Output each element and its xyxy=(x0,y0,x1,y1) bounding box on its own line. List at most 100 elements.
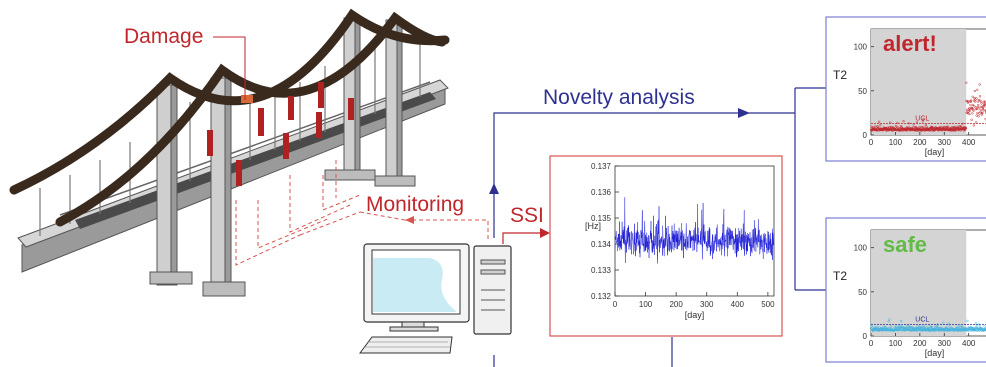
t2-point xyxy=(985,329,986,332)
t2-point xyxy=(968,109,972,112)
t2-point xyxy=(931,126,935,129)
t2-point xyxy=(894,124,898,128)
t2-point xyxy=(974,108,978,111)
t2-point xyxy=(978,325,981,328)
t2-point xyxy=(948,126,951,130)
training-window-shade xyxy=(871,230,967,336)
t2-point xyxy=(976,111,979,115)
t2-point xyxy=(924,123,927,127)
t2-x-axis-label: [day] xyxy=(925,147,945,157)
t2-point xyxy=(966,319,969,323)
t2-point xyxy=(970,118,973,121)
t2-point xyxy=(930,326,934,329)
t2-point xyxy=(984,105,986,108)
t2-point xyxy=(973,89,976,93)
t2-point xyxy=(979,108,982,112)
t2-point xyxy=(972,108,975,111)
training-window-shade xyxy=(871,29,967,135)
t2-point xyxy=(981,111,984,115)
novelty-flow-lines xyxy=(493,87,826,367)
t2-point xyxy=(961,326,964,329)
t2-point xyxy=(958,324,961,327)
t2-point xyxy=(980,102,983,105)
ssi-y-tick-label: 0.133 xyxy=(591,266,612,275)
t2-point xyxy=(972,109,975,112)
t2-point xyxy=(968,112,971,116)
t2-x-tick-label: 100 xyxy=(889,138,903,147)
t2-point xyxy=(984,109,986,113)
t2-point xyxy=(922,117,925,121)
t2-point xyxy=(977,115,980,118)
ssi-frequency-panel: 0.132 0.133 0.134 0.135 0.136 0.137 0 100 200 300… xyxy=(549,155,783,337)
alert-title: alert! xyxy=(883,31,937,56)
t2-point xyxy=(977,107,981,110)
t2-y-tick-label: 50 xyxy=(858,87,867,96)
t2-y-tick-label: 100 xyxy=(854,43,868,52)
t2-x-tick-label: 0 xyxy=(869,339,874,348)
t2-point xyxy=(978,112,981,115)
t2-y-tick-label: 50 xyxy=(858,288,867,297)
t2-x-tick-label: 300 xyxy=(938,339,952,348)
t2-point xyxy=(878,126,881,129)
damage-markers xyxy=(207,82,354,186)
ssi-x-tick-label: 400 xyxy=(731,300,745,309)
t2-point xyxy=(946,125,949,128)
t2-y-axis-label: T2 xyxy=(833,269,847,283)
t2-point xyxy=(905,129,908,132)
t2-point xyxy=(942,321,945,324)
novelty-up-arrowhead xyxy=(489,183,499,194)
t2-point xyxy=(978,95,982,98)
t2-point xyxy=(975,121,978,124)
t2-x-tick-label: 400 xyxy=(962,339,976,348)
t2-point xyxy=(983,325,986,328)
t2-point xyxy=(969,104,972,107)
safe-title: safe xyxy=(883,232,927,257)
t2-point xyxy=(972,124,975,127)
sensor-dashed-lines xyxy=(235,160,406,266)
computer-illustration xyxy=(359,243,512,354)
ssi-y-tick-label: 0.135 xyxy=(591,214,612,223)
t2-x-axis-label: [day] xyxy=(925,348,945,358)
t2-point xyxy=(977,103,980,107)
t2-point xyxy=(965,81,968,84)
t2-x-tick-label: 200 xyxy=(913,138,927,147)
t2-point xyxy=(925,125,928,128)
t2-point xyxy=(879,123,882,126)
t2-point xyxy=(877,120,881,123)
t2-y-tick-label: 0 xyxy=(863,131,868,140)
t2-point xyxy=(887,320,890,323)
t2-point xyxy=(971,95,974,98)
t2-point xyxy=(969,100,972,103)
t2-point xyxy=(978,323,981,326)
ssi-x-tick-label: 200 xyxy=(669,300,683,309)
ssi-x-tick-label: 100 xyxy=(639,300,653,309)
ssi-y-tick-label: 0.132 xyxy=(591,292,612,301)
t2-point xyxy=(920,126,923,129)
novelty-analysis-label: Novelty analysis xyxy=(543,86,695,109)
t2-point xyxy=(900,323,903,327)
monitor-base xyxy=(389,326,439,332)
t2-point xyxy=(982,100,986,103)
t2-x-tick-label: 300 xyxy=(938,138,952,147)
screen-shape xyxy=(373,258,457,312)
t2-point xyxy=(982,109,985,112)
t2-point xyxy=(971,112,974,115)
ssi-y-tick-label: 0.134 xyxy=(591,240,612,249)
ssi-arrow-line xyxy=(502,232,542,244)
t2-point xyxy=(969,99,973,102)
t2-point xyxy=(904,325,908,328)
ssi-y-tick-label: 0.137 xyxy=(591,162,612,171)
t2-point xyxy=(976,100,979,103)
t2-point xyxy=(915,121,919,124)
ssi-x-tick-label: 500 xyxy=(761,300,775,309)
t2-point xyxy=(915,329,918,332)
ucl-label: UCL xyxy=(915,317,929,324)
t2-point xyxy=(956,125,959,128)
t2-point xyxy=(916,325,919,328)
novelty-right-arrowhead xyxy=(738,108,750,118)
bridge-railing xyxy=(59,81,431,216)
